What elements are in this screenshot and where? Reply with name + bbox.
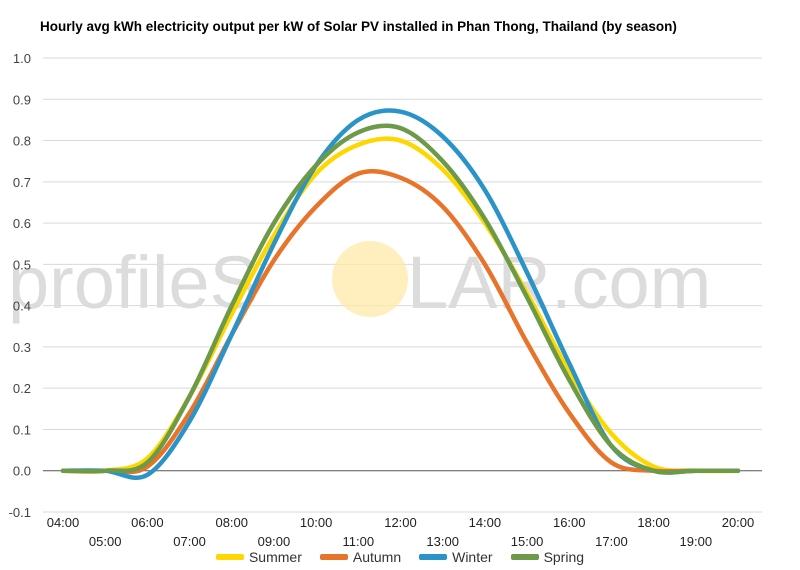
x-tick-label: 04:00	[47, 515, 80, 530]
watermark-text-left: profileS	[8, 241, 259, 324]
x-tick-label: 11:00	[343, 534, 375, 549]
x-tick-label: 06:00	[131, 515, 164, 530]
y-tick-label: 0.4	[13, 299, 31, 314]
legend-label-autumn: Autumn	[352, 549, 402, 565]
watermark-sun-icon	[332, 241, 408, 317]
x-tick-label: 09:00	[258, 534, 291, 549]
y-tick-label: 0.3	[13, 340, 31, 355]
watermark-text-right: LAR.com	[407, 241, 711, 324]
x-tick-label: 14:00	[469, 515, 502, 530]
x-tick-label: 16:00	[553, 515, 586, 530]
y-tick-label: 0.1	[13, 422, 31, 437]
x-tick-label: 05:00	[89, 534, 122, 549]
y-tick-label: 0.0	[13, 464, 31, 479]
x-tick-label: 20:00	[722, 515, 755, 530]
x-tick-label: 10:00	[300, 515, 333, 530]
y-axis: 1.0 0.9 0.8 0.7 0.6 0.5 0.4 0.3 0.2 0.1 0.0 -0.1	[9, 51, 31, 520]
y-tick-label: 0.7	[13, 175, 31, 190]
x-tick-label: 18:00	[637, 515, 670, 530]
x-tick-label: 08:00	[215, 515, 248, 530]
legend-label-summer: Summer	[248, 549, 302, 565]
legend-label-winter: Winter	[452, 549, 493, 565]
legend-item-spring[interactable]: Spring	[510, 549, 585, 565]
y-tick-label: 0.5	[13, 257, 31, 272]
legend-item-summer[interactable]: Summer	[215, 549, 302, 565]
y-tick-label: 0.8	[13, 134, 31, 149]
series-line-autumn	[60, 169, 741, 475]
legend-swatch-spring	[510, 554, 539, 560]
x-tick-label: 17:00	[595, 534, 628, 549]
watermark: profileS LAR.com	[8, 241, 711, 324]
legend-label-spring: Spring	[543, 549, 585, 565]
y-tick-label: 1.0	[13, 51, 31, 66]
x-tick-label: 15:00	[511, 534, 544, 549]
legend-item-winter[interactable]: Winter	[419, 549, 493, 565]
x-tick-label: 13:00	[426, 534, 459, 549]
x-axis: 04:00 05:00 06:00 07:00 08:00 09:00 10:00 11:00…	[47, 515, 755, 549]
legend-swatch-autumn	[319, 554, 348, 560]
chart-title: Hourly avg kWh electricity output per kW…	[40, 19, 677, 34]
series-lines	[60, 108, 741, 481]
y-tick-label: -0.1	[9, 505, 31, 520]
x-tick-label: 12:00	[384, 515, 417, 530]
y-tick-label: 0.9	[13, 92, 31, 107]
legend: Summer Autumn Winter Spring	[0, 549, 800, 565]
x-tick-label: 07:00	[173, 534, 206, 549]
x-tick-label: 19:00	[680, 534, 713, 549]
y-tick-label: 0.2	[13, 381, 31, 396]
legend-item-autumn[interactable]: Autumn	[319, 549, 402, 565]
y-tick-label: 0.6	[13, 216, 31, 231]
series-line-spring	[60, 123, 741, 475]
legend-swatch-summer	[215, 554, 244, 560]
legend-swatch-winter	[419, 554, 448, 560]
